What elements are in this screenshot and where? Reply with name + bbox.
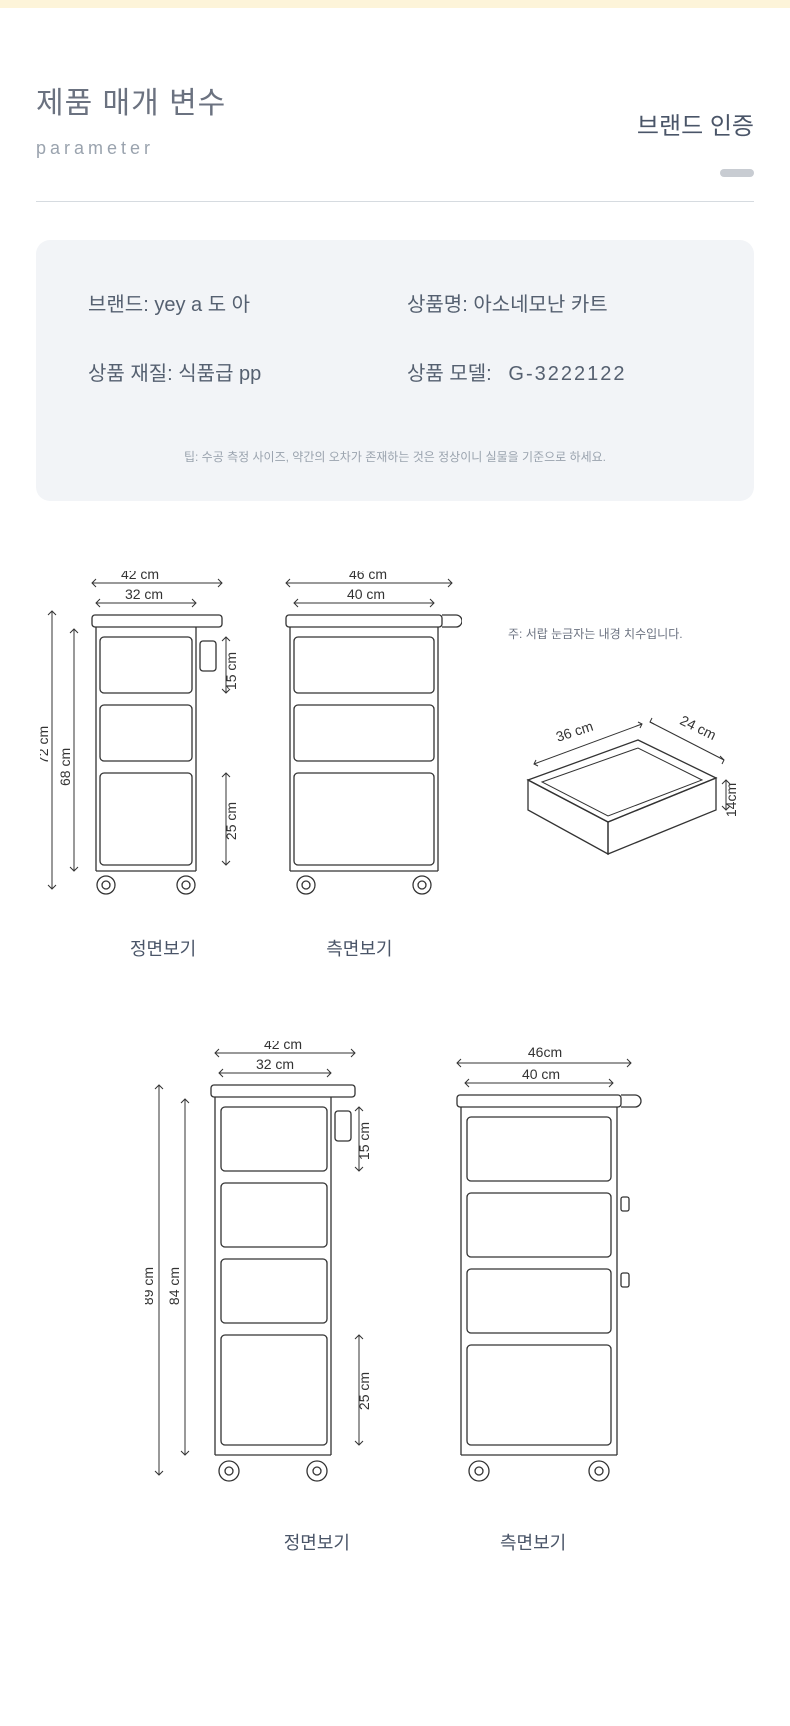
svg-text:84 cm: 84 cm bbox=[166, 1267, 182, 1305]
spec-name: 상품명: 아소네모난 카트 bbox=[407, 288, 702, 317]
spec-brand: 브랜드: yey a 도 아 bbox=[88, 288, 383, 317]
spec-model: 상품 모델: G-3222122 bbox=[407, 357, 702, 386]
diagram-4tier-front: 42 cm 32 cm 89 cm 84 cm bbox=[145, 1041, 375, 1501]
spec-material: 상품 재질: 식품급 pp bbox=[88, 357, 383, 386]
brand-cert-label: 브랜드 인증 bbox=[637, 106, 754, 141]
svg-text:46cm: 46cm bbox=[528, 1044, 562, 1060]
svg-text:72 cm: 72 cm bbox=[40, 726, 51, 764]
drawer-note: 주: 서랍 눈금자는 내경 치수입니다. bbox=[498, 625, 738, 642]
svg-text:32 cm: 32 cm bbox=[256, 1056, 294, 1072]
label-side-2: 측면보기 bbox=[500, 1529, 566, 1555]
svg-text:32 cm: 32 cm bbox=[125, 586, 163, 602]
diagram-drawer-3d: 36 cm 24 cm 14cm bbox=[498, 660, 738, 860]
top-ribbon bbox=[0, 0, 790, 8]
label-front-2: 정면보기 bbox=[284, 1529, 350, 1555]
header: 제품 매개 변수 parameter 브랜드 인증 bbox=[0, 8, 790, 179]
svg-text:15 cm: 15 cm bbox=[356, 1122, 372, 1160]
spec-card: 브랜드: yey a 도 아 상품명: 아소네모난 카트 상품 재질: 식품급 … bbox=[36, 240, 754, 501]
page-title: 제품 매개 변수 bbox=[36, 78, 226, 122]
svg-text:25 cm: 25 cm bbox=[223, 802, 239, 840]
diagram-4tier-side: 46cm 40 cm bbox=[445, 1041, 645, 1501]
svg-text:15 cm: 15 cm bbox=[223, 652, 239, 690]
divider bbox=[36, 201, 754, 202]
pill-icon bbox=[720, 167, 754, 179]
svg-text:68 cm: 68 cm bbox=[57, 748, 73, 786]
spec-tip: 팁: 수공 측정 사이즈, 약간의 오차가 존재하는 것은 정상이니 실물을 기… bbox=[88, 448, 702, 465]
svg-text:89 cm: 89 cm bbox=[145, 1267, 156, 1305]
svg-text:25 cm: 25 cm bbox=[356, 1372, 372, 1410]
page-subtitle: parameter bbox=[36, 138, 226, 159]
diagram-3tier-front: 72 cm 68 cm 42 cm 32 cm bbox=[40, 571, 240, 911]
svg-text:42 cm: 42 cm bbox=[264, 1041, 302, 1052]
label-front-1: 정면보기 bbox=[130, 935, 196, 961]
diagram-3tier-side: 46 cm 40 cm bbox=[276, 571, 462, 911]
label-side-1: 측면보기 bbox=[326, 935, 392, 961]
svg-text:42 cm: 42 cm bbox=[121, 571, 159, 582]
svg-text:40 cm: 40 cm bbox=[347, 586, 385, 602]
svg-text:40 cm: 40 cm bbox=[522, 1066, 560, 1082]
svg-text:46 cm: 46 cm bbox=[349, 571, 387, 582]
svg-text:14cm: 14cm bbox=[723, 783, 738, 817]
svg-text:36 cm: 36 cm bbox=[554, 718, 595, 745]
svg-text:24 cm: 24 cm bbox=[678, 712, 719, 743]
